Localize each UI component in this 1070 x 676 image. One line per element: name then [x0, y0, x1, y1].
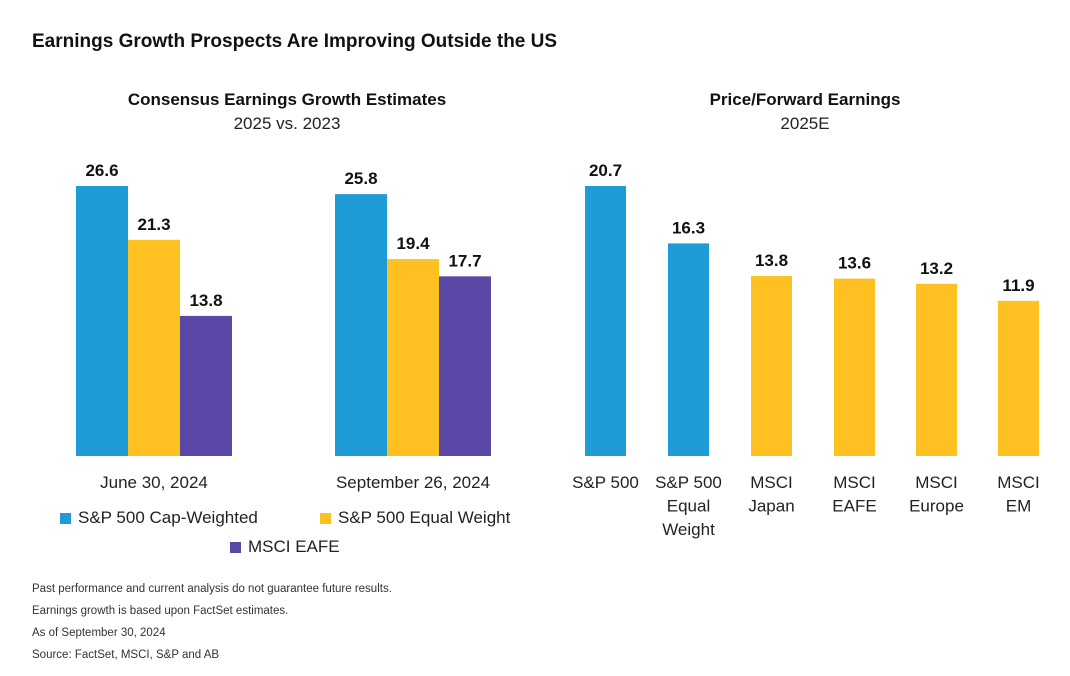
category-label: EAFE — [832, 497, 876, 516]
bar-1-1 — [387, 259, 439, 456]
legend-label: MSCI EAFE — [248, 537, 340, 556]
bar-1-0 — [335, 194, 387, 456]
legend-swatch — [60, 512, 71, 524]
bar-pe-0 — [585, 186, 626, 456]
bar-pe-5 — [998, 300, 1039, 456]
data-label: 17.7 — [448, 251, 481, 270]
bar-pe-3 — [834, 278, 875, 456]
footnote-source: Source: FactSet, MSCI, S&P and AB — [32, 649, 220, 661]
legend-swatch — [320, 512, 331, 524]
footnote-methodology: Earnings growth is based upon FactSet es… — [32, 605, 289, 617]
category-label: MSCI — [750, 473, 793, 492]
bar-pe-4 — [916, 283, 957, 456]
bar-pe-2 — [751, 276, 792, 456]
chart1-subtitle: 2025 vs. 2023 — [234, 114, 341, 133]
category-label: Japan — [748, 497, 794, 516]
bar-0-0 — [76, 186, 128, 456]
chart2-title: Price/Forward Earnings — [710, 90, 901, 109]
data-label: 13.6 — [838, 254, 871, 273]
category-label: S&P 500 — [655, 473, 722, 492]
footnotes: Past performance and current analysis do… — [32, 578, 392, 666]
category-label: Europe — [909, 497, 964, 516]
data-label: 21.3 — [137, 215, 170, 234]
chart1-title: Consensus Earnings Growth Estimates — [128, 90, 446, 109]
legend-item-msci-eafe: MSCI EAFE — [230, 537, 340, 557]
category-label: Weight — [662, 520, 715, 539]
legend-label: S&P 500 Cap-Weighted — [78, 508, 258, 527]
bar-0-1 — [128, 239, 180, 456]
chart2-subtitle: 2025E — [780, 114, 829, 133]
data-label: 13.2 — [920, 259, 953, 278]
category-label: MSCI — [915, 473, 958, 492]
category-label: EM — [1006, 497, 1032, 516]
data-label: 25.8 — [344, 169, 377, 188]
bar-pe-1 — [668, 243, 709, 456]
data-label: 20.7 — [589, 161, 622, 180]
data-label: 13.8 — [755, 251, 788, 270]
footnote-as-of-date: As of September 30, 2024 — [32, 627, 166, 639]
bar-1-2 — [439, 276, 491, 456]
data-label: 13.8 — [189, 291, 222, 310]
legend-item-equal-weight: S&P 500 Equal Weight — [320, 508, 510, 528]
category-label: S&P 500 — [572, 473, 639, 492]
category-label: Equal — [667, 497, 710, 516]
data-label: 11.9 — [1002, 276, 1034, 295]
footnote-disclaimer: Past performance and current analysis do… — [32, 583, 392, 595]
bar-0-2 — [180, 315, 232, 456]
legend-item-cap-weighted: S&P 500 Cap-Weighted — [60, 508, 258, 528]
data-label: 16.3 — [672, 218, 705, 237]
category-label: MSCI — [833, 473, 876, 492]
category-label: June 30, 2024 — [100, 473, 208, 492]
page-title: Earnings Growth Prospects Are Improving … — [32, 31, 558, 52]
category-label: MSCI — [997, 473, 1040, 492]
legend-swatch — [230, 541, 241, 553]
data-label: 26.6 — [85, 161, 118, 180]
data-label: 19.4 — [396, 234, 430, 253]
category-label: September 26, 2024 — [336, 473, 490, 492]
legend-label: S&P 500 Equal Weight — [338, 508, 511, 527]
